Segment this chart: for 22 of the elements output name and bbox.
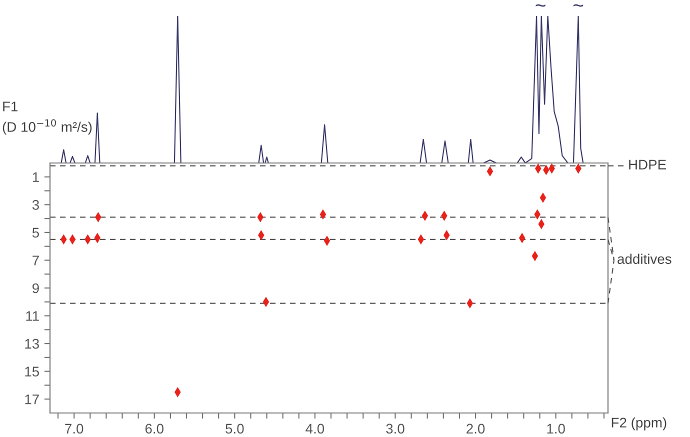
y-tick-label: 5 [32, 228, 39, 238]
x-tick-label: 4.0 [306, 424, 324, 434]
y-tick-label: 1 [32, 172, 39, 182]
x-tick-label: 1.0 [547, 424, 565, 434]
x-axis-title: F2 (ppm) [612, 417, 666, 430]
x-tick-label: 7.0 [65, 424, 84, 434]
y-tick-label: 9 [32, 283, 39, 294]
y-tick-label: 3 [32, 200, 39, 210]
x-tick-label: 5.0 [226, 424, 244, 434]
x-tick-label: 6.0 [145, 424, 164, 434]
legend-label: additives [618, 254, 672, 264]
y-tick-label: 15 [25, 366, 40, 377]
annotation: ~ [573, 4, 584, 7]
x-tick-label: 2.0 [466, 424, 485, 434]
ref-line-label: HDPE [629, 160, 666, 170]
y-tick-label: 17 [25, 394, 39, 404]
x-tick-label: 3.0 [386, 424, 404, 434]
y-tick-label: 11 [26, 311, 39, 321]
y-axis-title: F1 (D 10$^{−10}$ m²/s) [2, 102, 92, 135]
annotation: ~ [536, 4, 546, 7]
y-tick-label: 7 [32, 256, 39, 266]
y-tick-label: 13 [25, 338, 39, 349]
